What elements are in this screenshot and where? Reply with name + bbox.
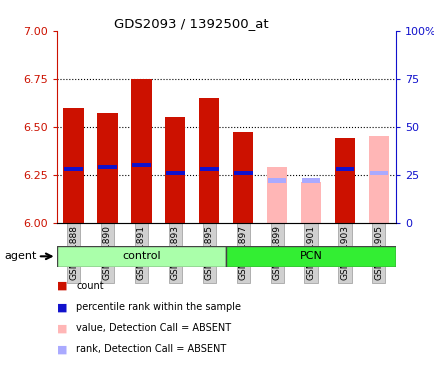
Bar bbox=[301, 179, 320, 183]
Text: ■: ■ bbox=[56, 344, 67, 354]
FancyBboxPatch shape bbox=[226, 246, 395, 267]
Bar bbox=[97, 113, 117, 223]
Text: value, Detection Call = ABSENT: value, Detection Call = ABSENT bbox=[76, 323, 231, 333]
Bar bbox=[199, 98, 219, 223]
Text: rank, Detection Call = ABSENT: rank, Detection Call = ABSENT bbox=[76, 344, 226, 354]
Bar bbox=[267, 179, 286, 183]
FancyBboxPatch shape bbox=[56, 246, 226, 267]
Text: ■: ■ bbox=[56, 302, 67, 312]
Bar bbox=[233, 170, 252, 175]
Bar bbox=[131, 79, 151, 223]
Bar bbox=[199, 167, 218, 171]
Bar bbox=[368, 136, 388, 223]
Bar bbox=[98, 165, 117, 169]
Bar bbox=[233, 132, 253, 223]
Bar bbox=[165, 170, 184, 175]
Bar bbox=[300, 182, 320, 223]
Text: ■: ■ bbox=[56, 281, 67, 291]
Bar bbox=[334, 138, 354, 223]
Text: percentile rank within the sample: percentile rank within the sample bbox=[76, 302, 240, 312]
Text: GDS2093 / 1392500_at: GDS2093 / 1392500_at bbox=[114, 17, 268, 30]
Bar bbox=[165, 117, 185, 223]
Text: agent: agent bbox=[4, 251, 36, 261]
Bar bbox=[132, 163, 151, 167]
Text: count: count bbox=[76, 281, 104, 291]
Text: control: control bbox=[122, 251, 160, 262]
Bar bbox=[368, 170, 388, 175]
Text: PCN: PCN bbox=[299, 251, 322, 262]
Text: ■: ■ bbox=[56, 323, 67, 333]
Bar bbox=[64, 167, 83, 171]
Bar bbox=[335, 167, 354, 171]
Bar bbox=[63, 108, 83, 223]
Bar bbox=[266, 167, 286, 223]
